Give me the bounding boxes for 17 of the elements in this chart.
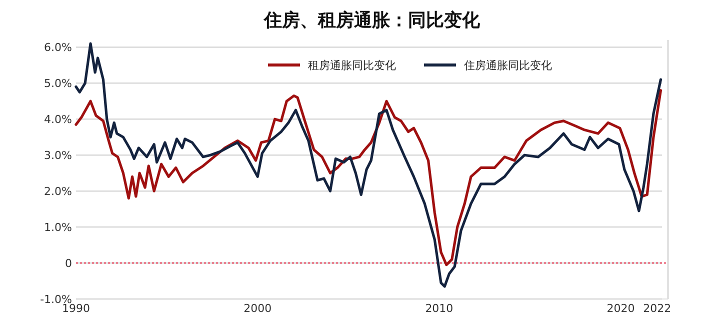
chart-title: 住房、租房通胀：同比变化 xyxy=(263,10,481,31)
x-tick-label: 2020 xyxy=(606,302,635,315)
legend-label: 住房通胀同比变化 xyxy=(464,59,552,72)
x-tick-label: 2010 xyxy=(425,302,454,315)
x-tick-label: 1990 xyxy=(62,302,90,315)
y-tick-label: 2.0% xyxy=(44,185,72,198)
line-series xyxy=(74,89,662,266)
line-series xyxy=(74,42,662,288)
legend-label: 租房通胀同比变化 xyxy=(308,59,396,72)
x-tick-label: 2022 xyxy=(643,302,672,315)
y-tick-label: 3.0% xyxy=(44,149,72,162)
y-tick-label: 6.0% xyxy=(44,41,72,54)
x-tick-label: 2000 xyxy=(244,302,272,315)
y-tick-label: 4.0% xyxy=(44,113,72,126)
y-tick-label: 0 xyxy=(65,257,72,270)
y-tick-label: 5.0% xyxy=(44,77,72,90)
y-tick-label: 1.0% xyxy=(44,221,72,234)
